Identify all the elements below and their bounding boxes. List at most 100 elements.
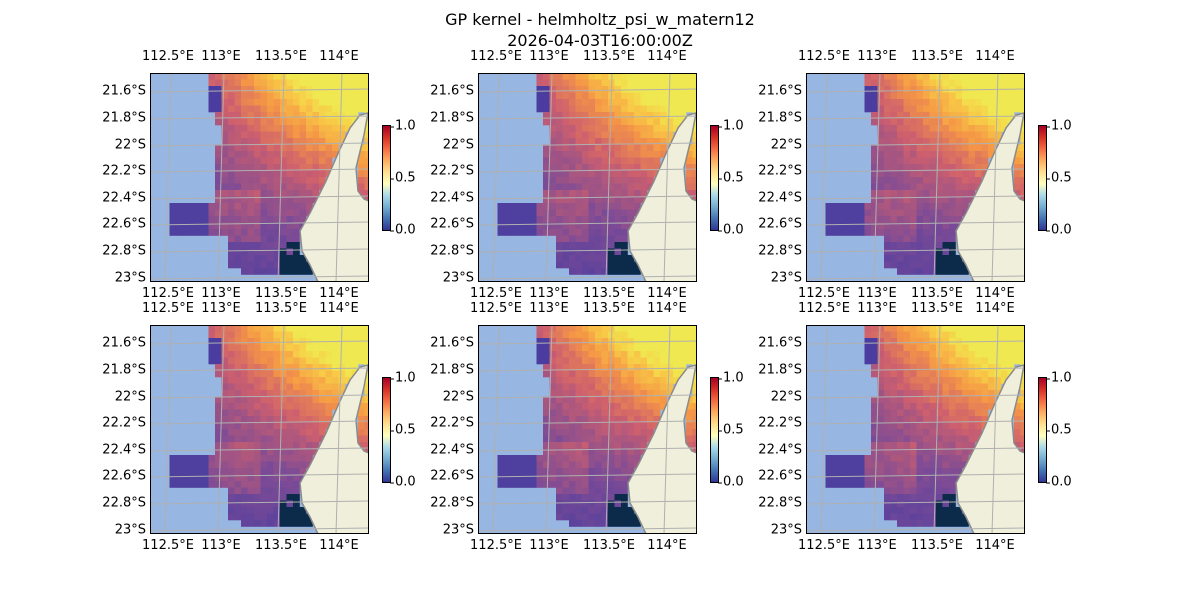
- data-cell: [929, 216, 937, 223]
- data-cell: [286, 99, 294, 106]
- data-cell: [601, 131, 609, 139]
- data-cell: [267, 357, 274, 365]
- data-cell: [254, 86, 261, 93]
- data-cell: [247, 442, 255, 449]
- data-cell: [871, 422, 878, 430]
- data-cell: [582, 112, 589, 119]
- data-cell: [851, 216, 859, 223]
- data-cell: [614, 442, 622, 449]
- data-cell: [897, 222, 904, 230]
- data-cell: [1001, 99, 1008, 106]
- data-cell: [569, 448, 576, 456]
- data-cell: [293, 131, 300, 139]
- data-cell: [312, 105, 320, 113]
- data-cell: [962, 190, 969, 197]
- data-cell: [910, 164, 917, 171]
- data-cell: [871, 481, 878, 488]
- data-cell: [877, 396, 885, 404]
- data-cell: [569, 118, 576, 126]
- data-cell: [543, 481, 550, 488]
- data-cell: [247, 118, 255, 126]
- data-cell: [267, 461, 274, 469]
- data-cell: [929, 461, 937, 469]
- data-cell: [845, 229, 852, 236]
- data-cell: [838, 229, 846, 236]
- data-cell: [273, 99, 281, 106]
- data-cell: [608, 422, 615, 430]
- data-cell: [903, 255, 911, 262]
- data-cell: [582, 396, 589, 404]
- data-cell: [890, 92, 898, 100]
- data-cell: [582, 500, 589, 508]
- data-cell: [325, 138, 333, 145]
- data-cell: [988, 383, 995, 391]
- data-cell: [543, 164, 550, 171]
- data-cell: [968, 125, 976, 132]
- data-cell: [955, 383, 963, 391]
- data-cell: [299, 203, 307, 210]
- data-cell: [595, 86, 602, 93]
- data-cell: [241, 261, 248, 269]
- data-cell: [884, 487, 891, 495]
- data-cell: [936, 390, 943, 397]
- data-cell: [884, 325, 891, 332]
- data-cell: [949, 390, 956, 397]
- data-cell: [332, 118, 339, 126]
- data-cell: [936, 112, 943, 119]
- data-cell: [988, 112, 995, 119]
- data-cell: [647, 79, 654, 87]
- data-cell: [1020, 435, 1025, 443]
- data-cell: [634, 325, 641, 332]
- data-cell: [1020, 73, 1025, 80]
- data-cell: [962, 364, 969, 371]
- data-cell: [981, 157, 989, 165]
- land: [299, 111, 369, 282]
- data-cell: [364, 344, 369, 352]
- data-cell: [215, 403, 222, 410]
- data-cell: [549, 377, 557, 384]
- data-cell: [569, 99, 576, 106]
- data-cell: [273, 435, 281, 443]
- data-cell: [884, 474, 891, 482]
- data-cell: [228, 377, 235, 384]
- data-cell: [614, 416, 622, 423]
- data-cell: [247, 338, 255, 345]
- data-cell: [260, 390, 268, 397]
- data-cell: [614, 125, 622, 132]
- data-cell: [182, 209, 190, 217]
- data-cell: [549, 338, 557, 345]
- data-cell: [929, 242, 937, 249]
- data-cell: [1014, 435, 1021, 443]
- data-cell: [228, 474, 235, 482]
- data-cell: [916, 338, 924, 345]
- data-cell: [595, 248, 602, 256]
- data-cell: [601, 112, 609, 119]
- data-cell: [942, 261, 950, 269]
- data-cell: [916, 507, 924, 514]
- data-cell: [962, 325, 969, 332]
- data-cell: [666, 351, 674, 358]
- data-cell: [562, 325, 570, 332]
- data-cell: [686, 442, 693, 449]
- data-cell: [903, 203, 911, 210]
- data-cell: [293, 248, 300, 256]
- data-cell: [215, 209, 222, 217]
- data-cell: [286, 344, 294, 352]
- data-cell: [549, 203, 557, 210]
- data-cell: [247, 383, 255, 391]
- data-cell: [273, 196, 281, 204]
- data-cell: [319, 138, 326, 145]
- data-cell: [634, 190, 641, 197]
- data-cell: [504, 216, 511, 223]
- data-cell: [575, 157, 583, 165]
- data-cell: [569, 370, 576, 378]
- data-cell: [562, 203, 570, 210]
- data-cell: [280, 183, 287, 191]
- colorbar-tick: 0.5: [390, 422, 416, 438]
- data-cell: [247, 390, 255, 397]
- data-cell: [634, 203, 641, 210]
- data-cell: [588, 422, 596, 430]
- lon-tick-bottom: 113°E: [857, 286, 897, 301]
- data-cell: [988, 131, 995, 139]
- data-cell: [1007, 331, 1015, 339]
